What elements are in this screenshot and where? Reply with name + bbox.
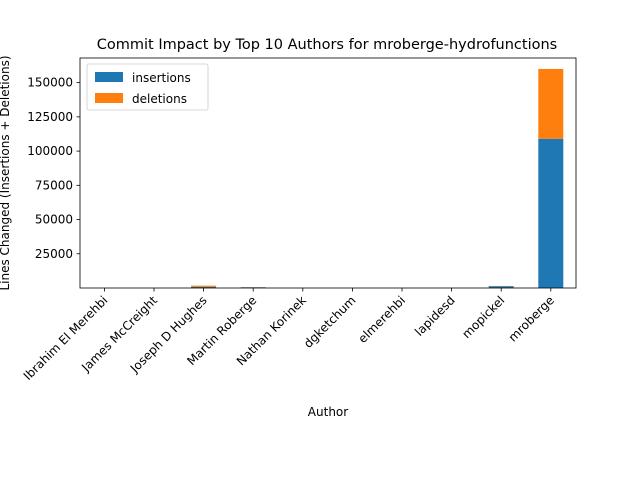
y-tick-label-5: 150000 bbox=[27, 76, 73, 90]
legend: insertions deletions bbox=[86, 63, 209, 111]
y-tick-label-1: 50000 bbox=[35, 213, 73, 227]
x-tick-label-8: mopickel bbox=[459, 293, 507, 341]
y-tick-label-0: 25000 bbox=[35, 247, 73, 261]
y-axis: 25000 50000 75000 100000 125000 150000 bbox=[27, 76, 80, 261]
legend-swatch-insertions bbox=[95, 72, 123, 82]
x-axis-label: Author bbox=[308, 405, 348, 419]
bar-insertions-2 bbox=[191, 286, 217, 288]
chart-title: Commit Impact by Top 10 Authors for mrob… bbox=[97, 37, 558, 53]
legend-swatch-deletions bbox=[95, 93, 123, 103]
legend-label-deletions: deletions bbox=[132, 92, 187, 106]
y-tick-label-3: 100000 bbox=[27, 144, 73, 158]
x-tick-label-9: mroberge bbox=[506, 293, 557, 344]
y-axis-label: Lines Changed (Insertions + Deletions) bbox=[0, 55, 12, 290]
bar-insertions-8 bbox=[488, 286, 514, 288]
x-tick-label-6: elmerehbi bbox=[356, 293, 409, 346]
bar-insertions-9 bbox=[538, 138, 564, 288]
legend-label-insertions: insertions bbox=[132, 71, 191, 85]
plot-frame bbox=[79, 57, 577, 289]
x-tick-label-0: Ibrahim El Merehbi bbox=[21, 293, 111, 383]
x-tick-label-5: dgketchum bbox=[301, 293, 359, 351]
bar-group bbox=[91, 68, 564, 288]
y-tick-label-2: 75000 bbox=[35, 178, 73, 192]
y-tick-label-4: 125000 bbox=[27, 110, 73, 124]
x-tick-label-7: lapidesd bbox=[412, 293, 458, 339]
bar-deletions-9 bbox=[538, 68, 564, 139]
bar-deletions-2 bbox=[191, 285, 217, 287]
